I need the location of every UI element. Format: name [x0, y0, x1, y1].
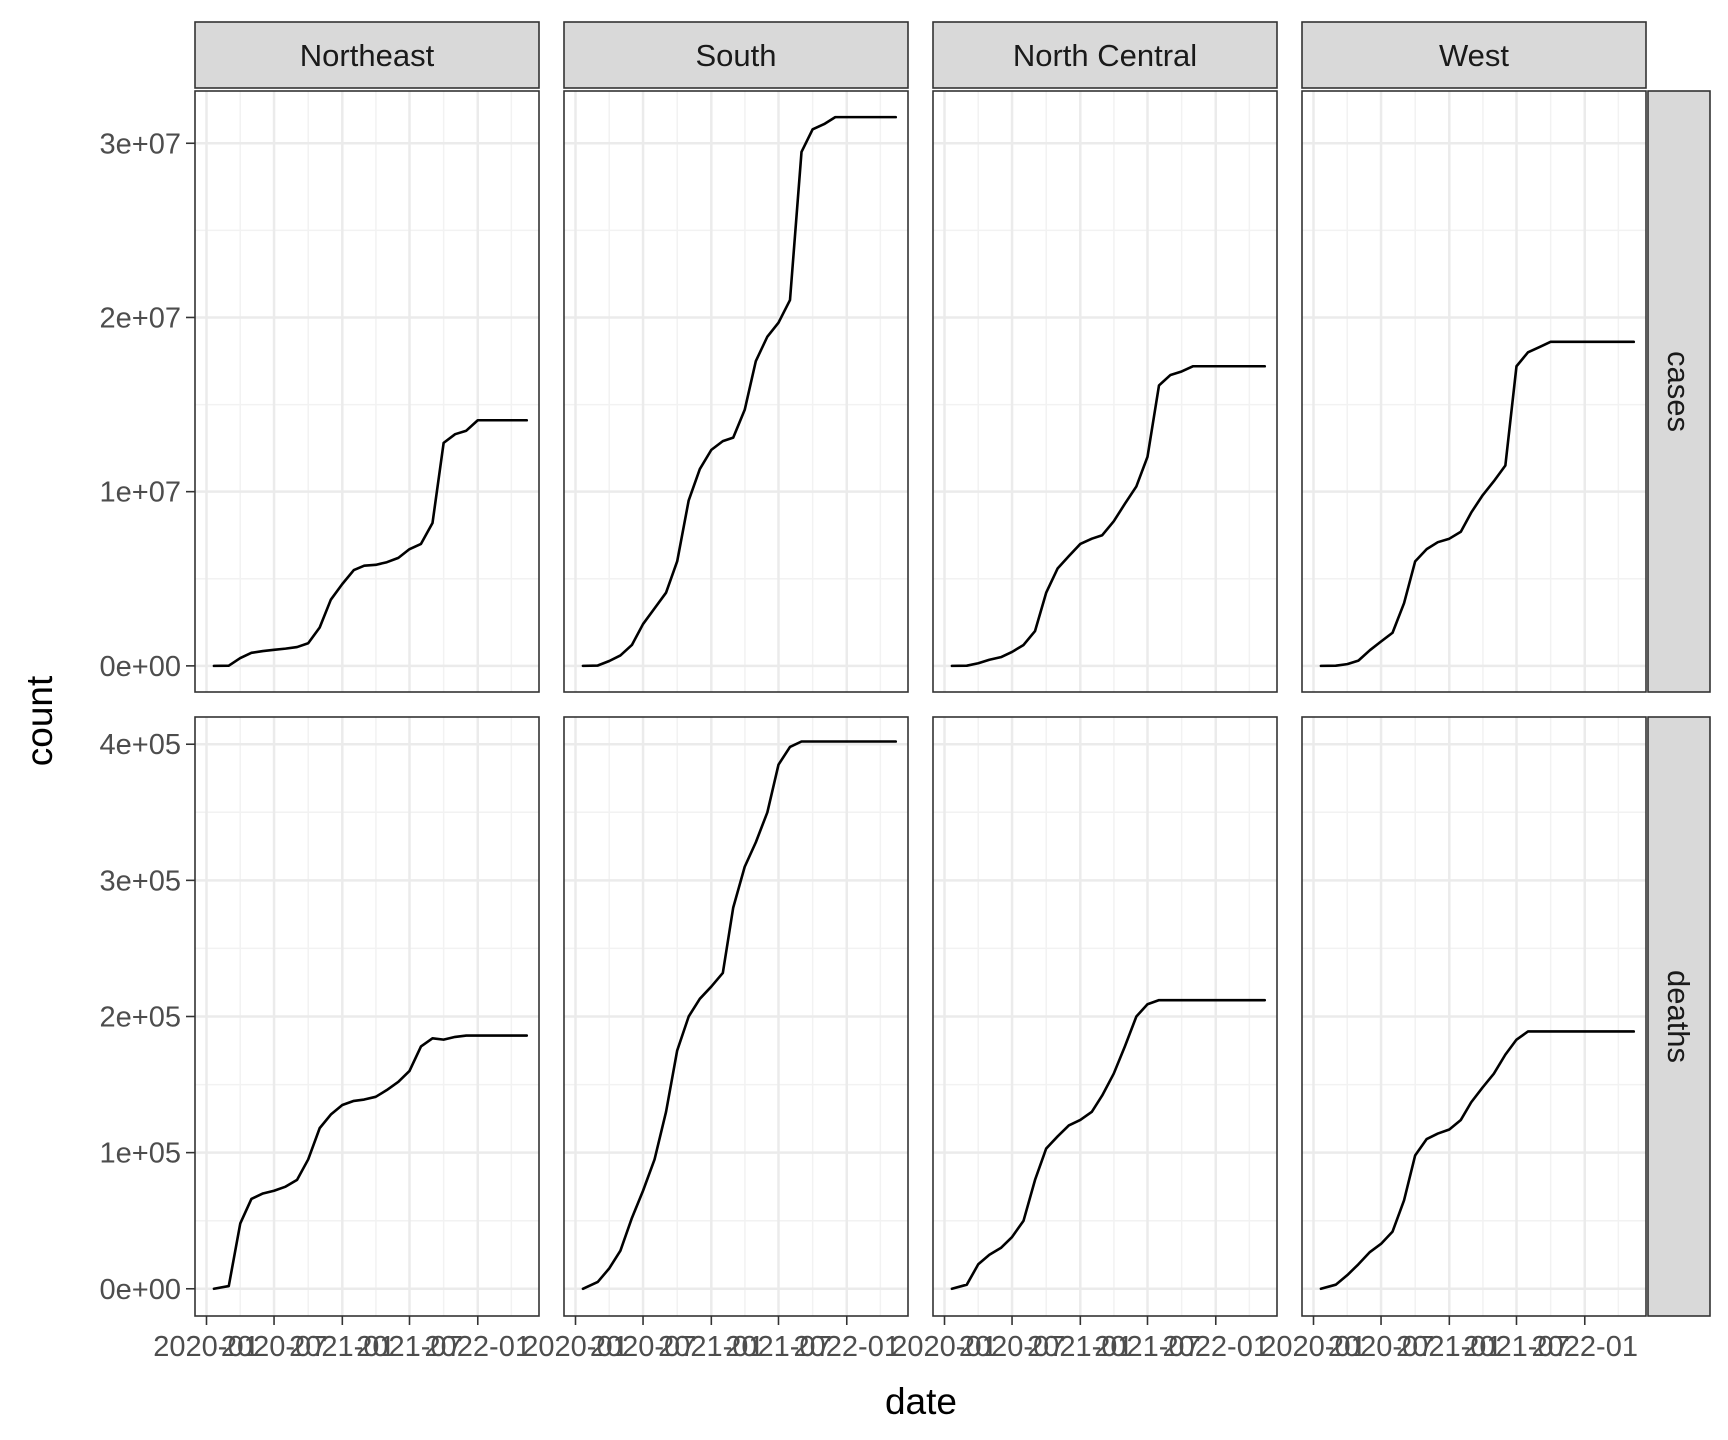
series-line-west-deaths — [1319, 1030, 1636, 1291]
series-line-west-cases — [1319, 340, 1636, 668]
x-tick-label: 2021-07 — [356, 1331, 462, 1363]
strip-background — [1301, 21, 1647, 89]
x-tick-label: 2020-01 — [153, 1331, 259, 1363]
series-line-north-central-cases — [950, 364, 1267, 668]
x-tick-label: 2021-01 — [289, 1331, 395, 1363]
panel-north-central-cases — [932, 90, 1278, 693]
x-tick-label: 2022-01 — [1163, 1331, 1269, 1363]
panel-border — [563, 716, 909, 1317]
panel-west-deaths — [1301, 716, 1647, 1317]
row-strips: cases deaths — [1647, 90, 1711, 1317]
panel-south-deaths — [563, 716, 909, 1317]
x-tick-label: 2021-01 — [1027, 1331, 1133, 1363]
strip-background — [932, 21, 1278, 89]
strip-north-central: North Central — [932, 21, 1278, 89]
strip-label: cases — [1661, 351, 1696, 432]
strip-background — [563, 21, 909, 89]
panel-background — [195, 91, 539, 692]
panel-background — [933, 91, 1277, 692]
panel-background — [1302, 91, 1646, 692]
panel-border — [932, 716, 1278, 1317]
panel-border — [1301, 716, 1647, 1317]
y-axis-title: count — [19, 675, 60, 766]
y-tick-label: 3e+07 — [100, 128, 181, 160]
panel-border — [1301, 90, 1647, 693]
x-tick-label: 2020-01 — [522, 1331, 628, 1363]
x-tick-label: 2021-01 — [658, 1331, 764, 1363]
x-tick-label: 2021-07 — [725, 1331, 831, 1363]
y-tick-label: 2e+05 — [100, 1002, 181, 1034]
x-tick-label: 2020-07 — [221, 1331, 327, 1363]
panel-northeast-cases — [194, 90, 540, 693]
panel-border — [563, 90, 909, 693]
series-line-south-deaths — [581, 740, 898, 1291]
strip-cases: cases — [1647, 90, 1711, 693]
strip-background — [1647, 716, 1711, 1317]
strip-south: South — [563, 21, 909, 89]
x-axes: 2020-012020-072021-012021-072022-012020-… — [153, 1316, 1638, 1363]
series-line-south-cases — [581, 115, 898, 668]
strip-deaths: deaths — [1647, 716, 1711, 1317]
strip-label: deaths — [1661, 970, 1696, 1063]
strip-label: Northeast — [300, 38, 435, 73]
y-tick-label: 1e+05 — [100, 1138, 181, 1170]
x-tick-label: 2020-07 — [959, 1331, 1065, 1363]
x-tick-label: 2022-01 — [425, 1331, 531, 1363]
series-line-northeast-cases — [212, 418, 529, 668]
x-tick-label: 2021-07 — [1463, 1331, 1569, 1363]
y-tick-label: 0e+00 — [100, 1274, 181, 1306]
strip-west: West — [1301, 21, 1647, 89]
y-axes: 0e+00 1e+07 2e+07 3e+07 0e+00 1e+05 2e+05 3e+05… — [100, 128, 195, 1306]
panel-border — [932, 90, 1278, 693]
panel-north-central-deaths — [932, 716, 1278, 1317]
series-line-northeast-deaths — [212, 1034, 529, 1291]
x-tick-label: 2020-07 — [590, 1331, 696, 1363]
panel-south-cases — [563, 90, 909, 693]
y-axis-cases: 0e+00 1e+07 2e+07 3e+07 — [100, 128, 195, 683]
x-tick-label: 2020-07 — [1328, 1331, 1434, 1363]
strip-northeast: Northeast — [194, 21, 540, 89]
strip-label: West — [1439, 38, 1509, 73]
strip-label: South — [695, 38, 776, 73]
strip-background — [194, 21, 540, 89]
panel-border — [194, 90, 540, 693]
y-tick-label: 4e+05 — [100, 729, 181, 761]
facet-panels — [194, 90, 1647, 1317]
x-tick-label: 2020-01 — [891, 1331, 997, 1363]
x-tick-label: 2022-01 — [794, 1331, 900, 1363]
panel-background — [564, 91, 908, 692]
x-tick-label: 2022-01 — [1532, 1331, 1638, 1363]
y-tick-label: 1e+07 — [100, 477, 181, 509]
column-strips: Northeast South North Central West — [194, 21, 1647, 89]
x-tick-label: 2020-01 — [1260, 1331, 1366, 1363]
x-tick-label: 2021-07 — [1094, 1331, 1200, 1363]
y-tick-label: 0e+00 — [100, 651, 181, 683]
strip-background — [1647, 90, 1711, 693]
series-line-north-central-deaths — [950, 998, 1267, 1291]
y-tick-label: 2e+07 — [100, 302, 181, 334]
strip-label: North Central — [1013, 38, 1197, 73]
x-axis-title: date — [885, 1381, 957, 1422]
y-axis-deaths: 0e+00 1e+05 2e+05 3e+05 4e+05 — [100, 729, 195, 1306]
x-tick-label: 2021-01 — [1396, 1331, 1502, 1363]
y-tick-label: 3e+05 — [100, 865, 181, 897]
panel-northeast-deaths — [194, 716, 540, 1317]
panel-west-cases — [1301, 90, 1647, 693]
